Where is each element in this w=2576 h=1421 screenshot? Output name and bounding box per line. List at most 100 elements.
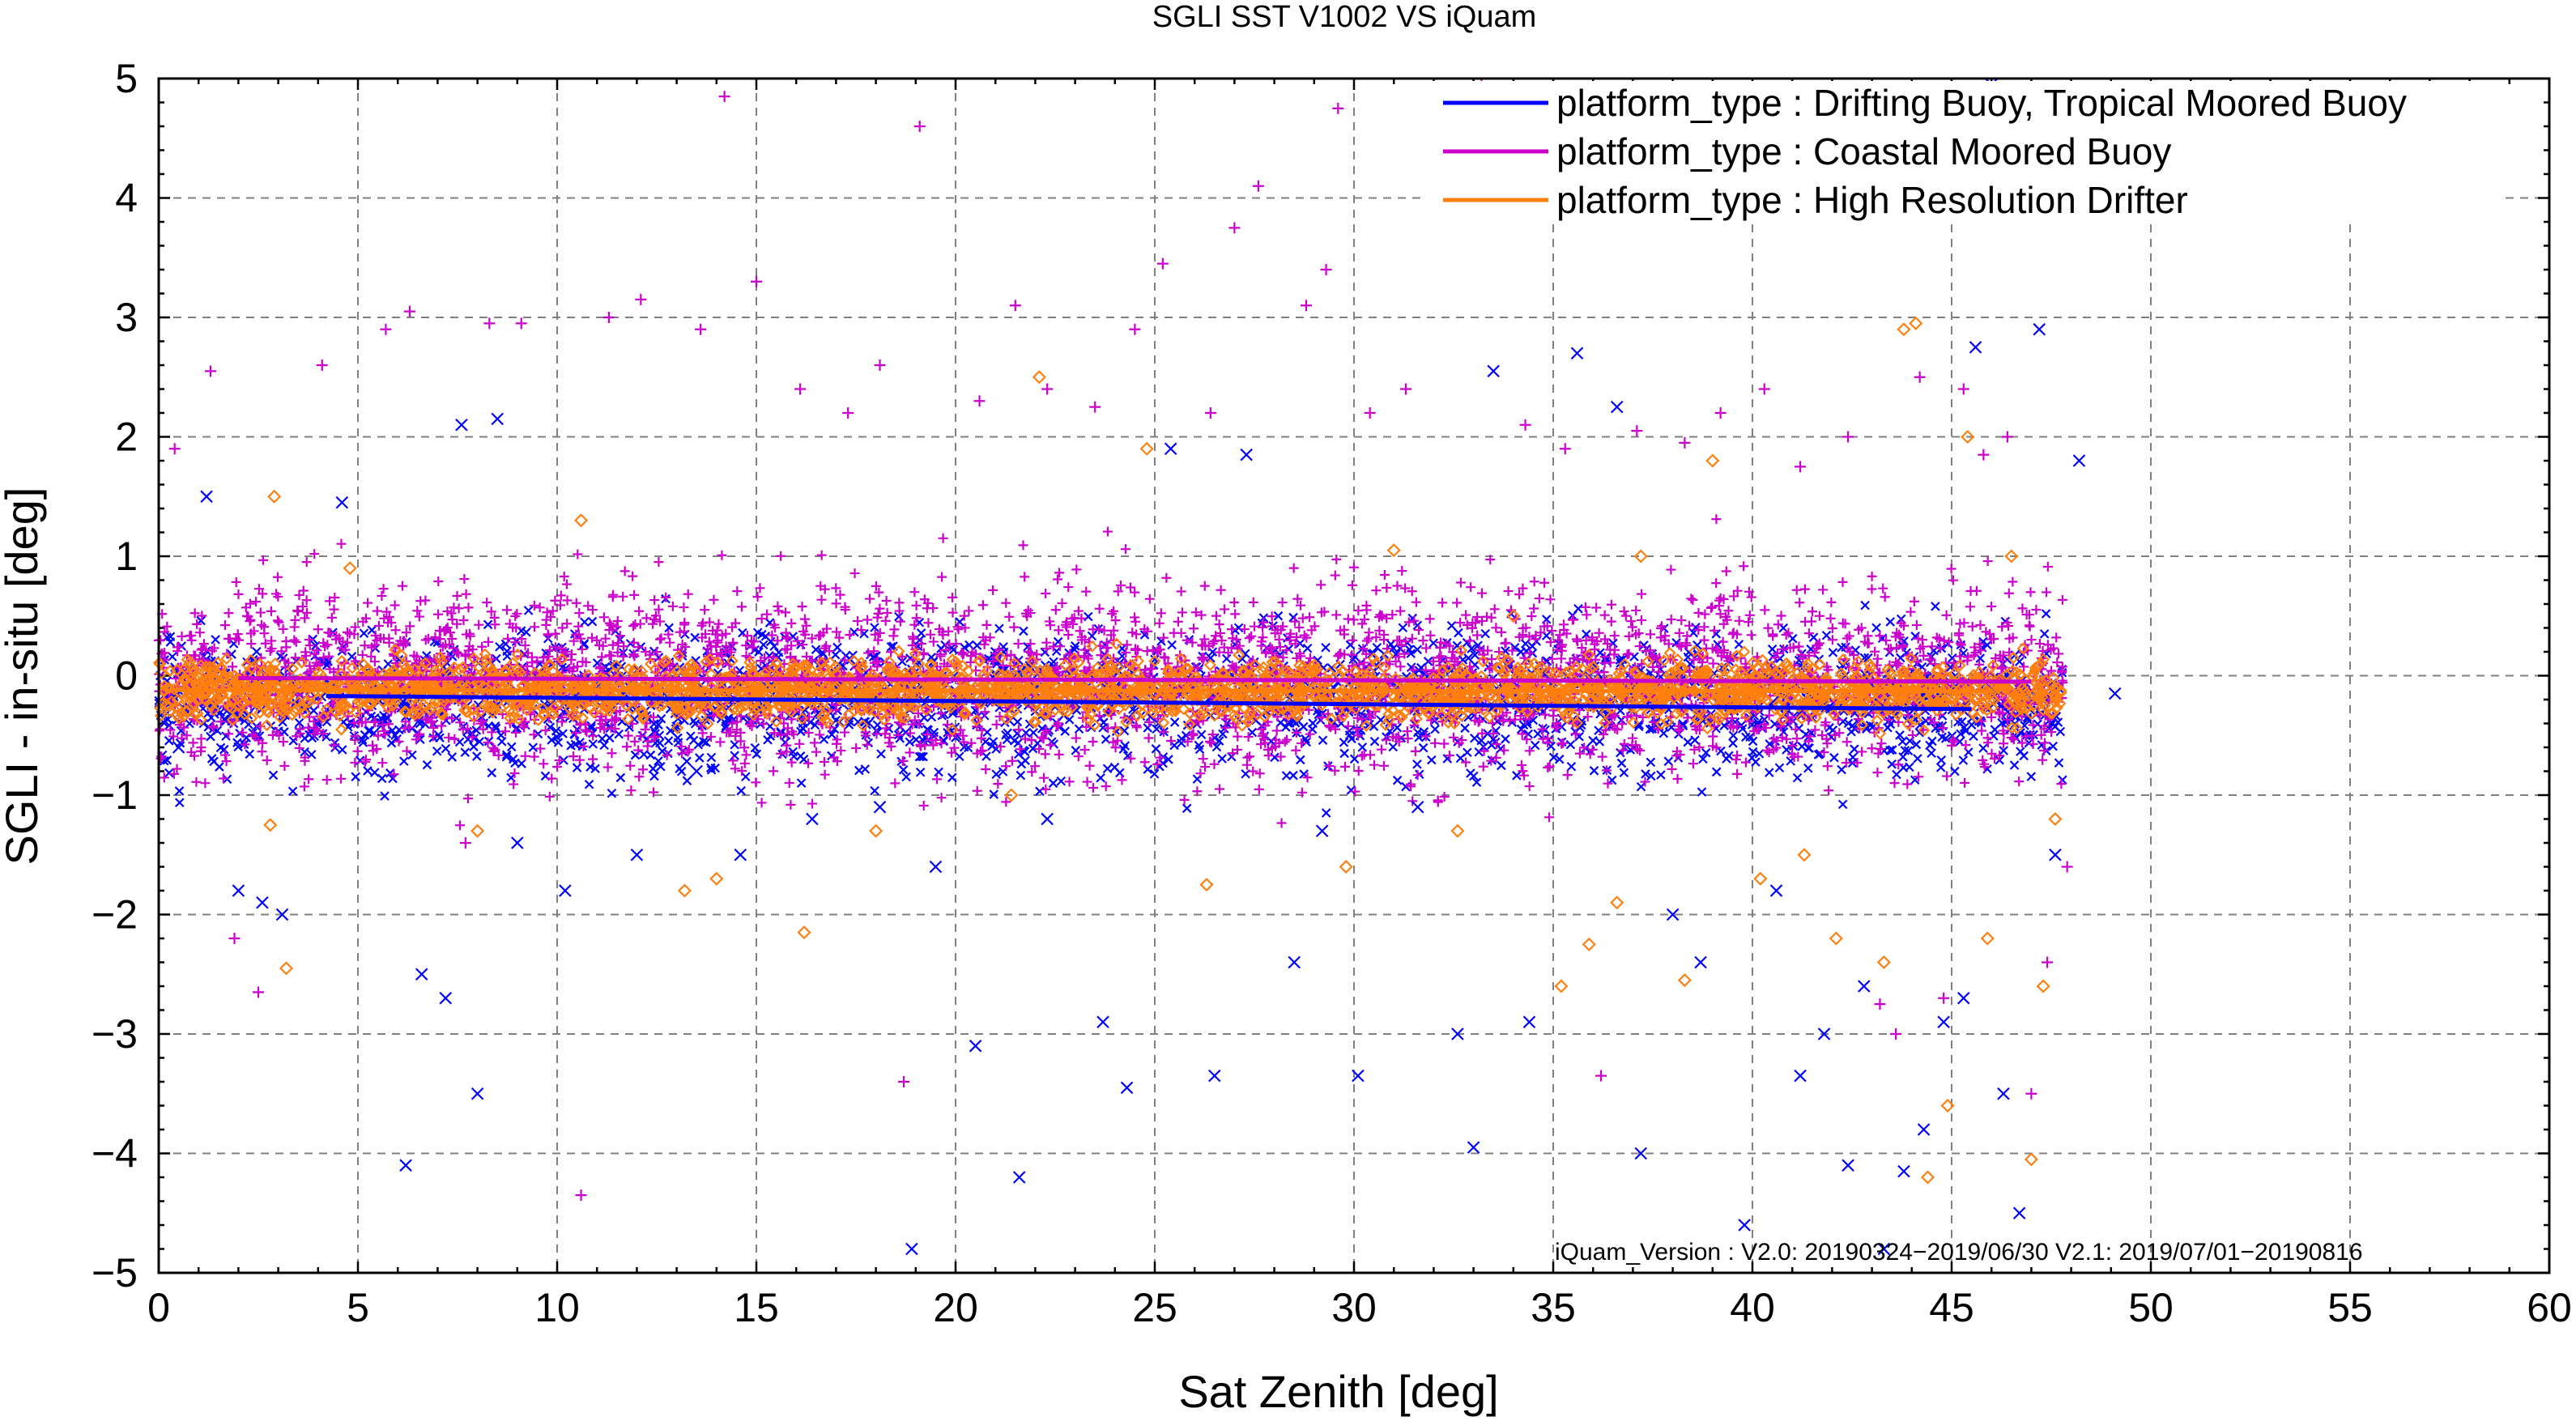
data-point-x xyxy=(1430,724,1440,734)
data-point-x xyxy=(699,737,709,747)
data-point-x xyxy=(1815,749,1825,759)
data-point-x xyxy=(1164,755,1173,764)
data-point-x xyxy=(1692,640,1702,650)
data-point-x xyxy=(1471,777,1482,787)
data-point-x xyxy=(162,755,172,765)
data-point-x xyxy=(1734,640,1744,649)
data-point-x xyxy=(472,751,482,761)
data-point-x xyxy=(870,623,879,632)
data-point-x xyxy=(1641,769,1650,779)
data-point-x xyxy=(359,628,369,638)
data-point-x xyxy=(1194,740,1204,751)
data-point-x xyxy=(1728,730,1739,741)
data-point-x xyxy=(275,651,286,662)
data-point-x xyxy=(586,721,596,731)
data-point-x xyxy=(1247,727,1258,738)
data-point-x xyxy=(1846,727,1856,737)
data-point-x xyxy=(380,791,390,801)
data-point-x xyxy=(1429,638,1438,649)
data-point-x xyxy=(1318,735,1328,746)
data-point-x xyxy=(894,611,904,622)
data-point-x xyxy=(278,717,287,727)
data-point-x xyxy=(2054,758,2064,768)
data-point-x xyxy=(377,773,387,784)
data-point-x xyxy=(1412,759,1422,769)
data-point-x xyxy=(215,742,226,753)
data-point-x xyxy=(656,713,666,724)
data-point-x xyxy=(287,786,298,797)
data-point-x xyxy=(385,768,395,778)
data-point-x xyxy=(1060,726,1070,736)
data-point-x xyxy=(723,658,733,668)
data-point-x xyxy=(649,771,659,781)
data-point-x xyxy=(1406,649,1416,658)
data-point-x xyxy=(1520,639,1531,649)
data-point-x xyxy=(558,729,568,738)
data-point-x xyxy=(1636,781,1646,792)
data-point-x xyxy=(1764,768,1774,777)
data-point-x xyxy=(1182,803,1192,814)
data-point-x xyxy=(648,764,658,774)
data-point-x xyxy=(981,751,991,761)
data-point-x xyxy=(1446,621,1457,631)
data-point-x xyxy=(2009,760,2020,770)
data-point-x xyxy=(337,745,347,755)
data-point-x xyxy=(1969,731,1978,742)
data-point-x xyxy=(1803,763,1813,773)
data-point-x xyxy=(2039,629,2050,639)
data-point-x xyxy=(654,720,663,730)
data-point-x xyxy=(1530,740,1540,751)
data-point-x xyxy=(1767,644,1778,654)
data-point-x xyxy=(386,738,397,748)
data-point-x xyxy=(1207,647,1218,657)
data-point-x xyxy=(1467,644,1476,653)
data-point-x xyxy=(1143,723,1153,733)
data-point-x xyxy=(585,762,595,772)
data-point-x xyxy=(1012,729,1022,738)
data-point-x xyxy=(656,761,666,772)
data-point-x xyxy=(1701,747,1711,758)
data-point-x xyxy=(358,738,368,747)
data-point-x xyxy=(1566,761,1577,772)
data-point-x xyxy=(369,768,380,777)
data-point-x xyxy=(1321,808,1331,818)
data-point-x xyxy=(523,606,534,615)
data-point-x xyxy=(502,646,512,657)
data-point-x xyxy=(351,772,360,782)
data-point-x xyxy=(1548,752,1559,763)
data-point-x xyxy=(1947,653,1957,663)
data-point-x xyxy=(870,785,879,796)
data-point-x xyxy=(730,751,739,760)
data-point-x xyxy=(682,776,692,785)
data-point-x xyxy=(1683,737,1693,747)
data-point-x xyxy=(1423,657,1433,666)
data-point-x xyxy=(1453,737,1463,747)
data-point-x xyxy=(1398,623,1408,633)
data-point-x xyxy=(1782,745,1791,755)
data-point-x xyxy=(1463,747,1472,758)
data-point-x xyxy=(2058,775,2067,785)
data-point-x xyxy=(720,723,730,734)
data-point-x xyxy=(915,767,926,777)
data-point-x xyxy=(854,765,864,776)
data-point-x xyxy=(252,646,262,657)
data-point-x xyxy=(736,785,746,796)
data-point-x xyxy=(686,731,696,741)
data-point-x xyxy=(811,645,821,655)
data-point-x xyxy=(1273,611,1284,621)
data-point-x xyxy=(1554,754,1565,764)
data-point-x xyxy=(654,756,663,766)
data-point-x xyxy=(693,739,704,750)
data-point-x xyxy=(876,749,886,759)
data-point-x xyxy=(781,730,791,740)
data-point-x xyxy=(1728,738,1738,748)
data-point-x xyxy=(830,649,841,660)
data-point-x xyxy=(553,738,564,747)
data-point-x xyxy=(926,712,937,722)
data-point-x xyxy=(501,750,512,760)
data-point-x xyxy=(2029,730,2038,740)
data-point-x xyxy=(607,789,617,798)
chart-title: SGLI SST V1002 VS iQuam xyxy=(1152,0,1537,34)
data-point-x xyxy=(1512,771,1522,781)
